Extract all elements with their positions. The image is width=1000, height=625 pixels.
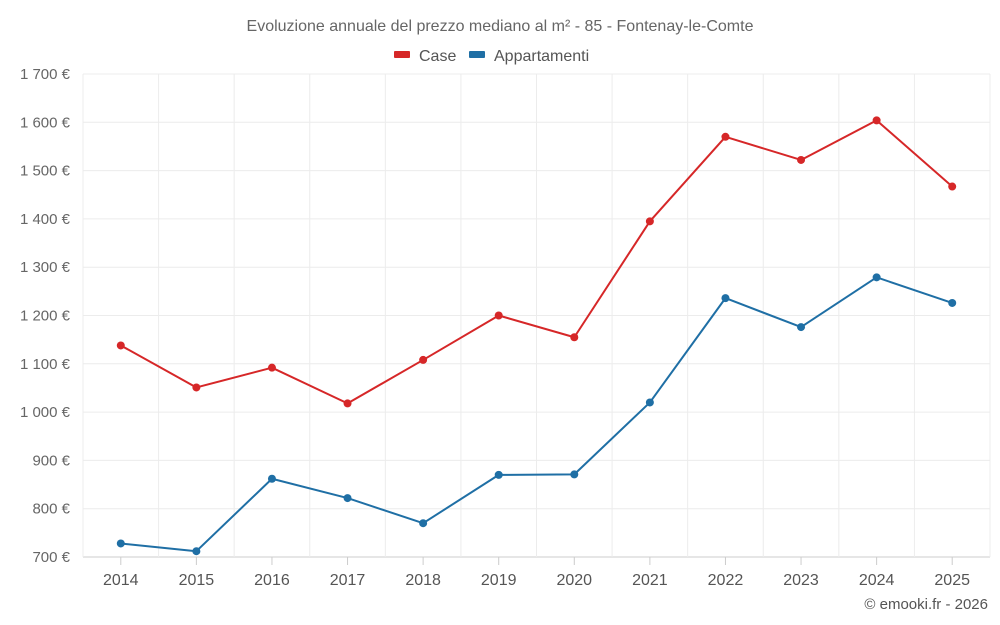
data-point-case[interactable] bbox=[192, 383, 201, 392]
data-point-case[interactable] bbox=[494, 311, 503, 320]
x-tick-label: 2015 bbox=[179, 572, 215, 589]
data-point-case[interactable] bbox=[419, 355, 428, 364]
x-tick-label: 2017 bbox=[330, 572, 366, 589]
x-tick-label: 2022 bbox=[708, 572, 744, 589]
data-point-appartamenti[interactable] bbox=[645, 398, 654, 407]
legend-label-case: Case bbox=[419, 48, 456, 65]
x-tick-label: 2018 bbox=[405, 572, 441, 589]
data-point-case[interactable] bbox=[116, 341, 125, 350]
data-point-appartamenti[interactable] bbox=[721, 294, 730, 303]
x-tick-label: 2021 bbox=[632, 572, 668, 589]
data-point-appartamenti[interactable] bbox=[494, 470, 503, 479]
y-tick-label: 800 € bbox=[32, 501, 70, 518]
data-point-appartamenti[interactable] bbox=[570, 470, 579, 479]
x-axis: 2014 2015 2016 2017 2018 2019 2020 2021 2022 2023… bbox=[103, 557, 970, 589]
y-tick-label: 1 700 € bbox=[20, 66, 71, 83]
data-point-case[interactable] bbox=[267, 363, 276, 372]
series-line-case bbox=[120, 119, 953, 405]
y-tick-label: 700 € bbox=[32, 549, 70, 566]
legend-item-appartamenti[interactable]: Appartamenti bbox=[469, 48, 589, 65]
data-point-appartamenti[interactable] bbox=[797, 323, 806, 332]
y-tick-label: 1 400 € bbox=[20, 211, 71, 228]
legend-swatch-appartamenti bbox=[469, 51, 485, 58]
data-point-case[interactable] bbox=[948, 182, 957, 191]
legend: Case Appartamenti bbox=[394, 48, 589, 65]
data-point-appartamenti[interactable] bbox=[267, 474, 276, 483]
data-point-appartamenti[interactable] bbox=[343, 494, 352, 503]
legend-label-appartamenti: Appartamenti bbox=[494, 48, 589, 65]
y-tick-label: 900 € bbox=[32, 452, 70, 469]
x-tick-label: 2016 bbox=[254, 572, 290, 589]
series bbox=[116, 116, 957, 556]
series-line-appartamenti bbox=[120, 276, 953, 553]
data-point-appartamenti[interactable] bbox=[872, 273, 881, 282]
y-tick-label: 1 000 € bbox=[20, 404, 71, 421]
x-tick-label: 2020 bbox=[556, 572, 592, 589]
y-axis: 700 € 800 € 900 € 1 000 € 1 100 € 1 200 € 1 30… bbox=[20, 66, 71, 566]
data-point-case[interactable] bbox=[645, 217, 654, 226]
x-tick-label: 2014 bbox=[103, 572, 139, 589]
data-point-case[interactable] bbox=[721, 132, 730, 141]
x-tick-label: 2023 bbox=[783, 572, 819, 589]
x-tick-label: 2019 bbox=[481, 572, 517, 589]
data-point-appartamenti[interactable] bbox=[419, 519, 428, 528]
x-tick-label: 2024 bbox=[859, 572, 895, 589]
legend-swatch-case bbox=[394, 51, 410, 58]
data-point-case[interactable] bbox=[797, 155, 806, 164]
y-tick-label: 1 300 € bbox=[20, 259, 71, 276]
x-tick-label: 2025 bbox=[934, 572, 970, 589]
data-point-appartamenti[interactable] bbox=[192, 547, 201, 556]
data-point-case[interactable] bbox=[872, 116, 881, 125]
y-tick-label: 1 600 € bbox=[20, 114, 71, 131]
grid bbox=[82, 73, 991, 558]
legend-item-case[interactable]: Case bbox=[394, 48, 456, 65]
credit-text: © emooki.fr - 2026 bbox=[864, 596, 988, 613]
y-tick-label: 1 500 € bbox=[20, 163, 71, 180]
chart-title: Evoluzione annuale del prezzo mediano al… bbox=[247, 18, 754, 35]
data-point-appartamenti[interactable] bbox=[116, 539, 125, 548]
data-point-case[interactable] bbox=[343, 399, 352, 408]
y-tick-label: 1 200 € bbox=[20, 308, 71, 325]
y-tick-label: 1 100 € bbox=[20, 356, 71, 373]
data-point-appartamenti[interactable] bbox=[948, 298, 957, 307]
data-point-case[interactable] bbox=[570, 333, 579, 342]
